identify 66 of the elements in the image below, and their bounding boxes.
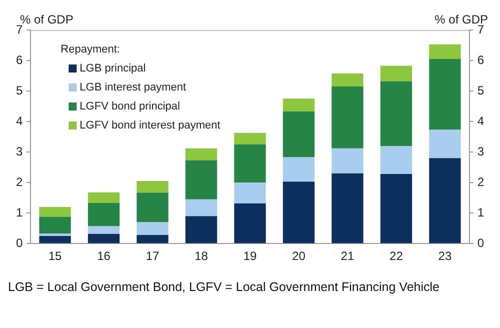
bar bbox=[39, 236, 71, 244]
bar bbox=[88, 203, 120, 226]
y2-tick-label: 1 bbox=[477, 205, 484, 220]
bar bbox=[282, 182, 315, 244]
bar bbox=[234, 182, 266, 204]
bar bbox=[88, 192, 120, 204]
bar bbox=[380, 146, 412, 174]
bar bbox=[185, 160, 218, 200]
bar bbox=[234, 144, 266, 183]
bar bbox=[136, 235, 168, 244]
bar bbox=[88, 234, 120, 244]
y-tick-label: 3 bbox=[16, 144, 23, 158]
bar bbox=[282, 111, 315, 158]
bar bbox=[88, 226, 120, 234]
bar bbox=[380, 81, 412, 146]
x-tick-label: 16 bbox=[97, 249, 111, 264]
bar bbox=[39, 206, 71, 217]
y2-tick-label: 5 bbox=[477, 83, 484, 98]
y2-tick-label: 2 bbox=[477, 174, 484, 189]
bar bbox=[282, 98, 315, 112]
x-tick-label: 20 bbox=[292, 249, 306, 264]
bar bbox=[429, 158, 461, 244]
x-tick-label: 22 bbox=[390, 249, 404, 264]
y-tick-label: 7 bbox=[16, 22, 23, 36]
y-tick-label: 2 bbox=[16, 174, 23, 189]
bar bbox=[332, 148, 364, 174]
bar bbox=[234, 203, 266, 244]
bar bbox=[429, 58, 461, 130]
bar bbox=[136, 192, 168, 222]
bar bbox=[332, 173, 364, 244]
x-tick-label: 23 bbox=[438, 249, 452, 264]
y-tick-label: 6 bbox=[16, 52, 23, 67]
bar bbox=[39, 216, 71, 234]
bar bbox=[380, 174, 412, 244]
bar bbox=[282, 157, 315, 182]
x-tick-label: 17 bbox=[146, 249, 160, 264]
x-tick-label: 21 bbox=[340, 249, 354, 264]
bar bbox=[234, 132, 266, 144]
legend-label: LGB principal bbox=[80, 62, 146, 75]
legend-label: LGFV bond interest payment bbox=[80, 120, 220, 132]
x-tick-label: 19 bbox=[243, 249, 257, 264]
bar bbox=[429, 44, 461, 59]
y-tick-label: 4 bbox=[16, 114, 23, 128]
bar bbox=[185, 199, 218, 216]
bar bbox=[136, 222, 168, 236]
y2-tick-label: 4 bbox=[477, 114, 484, 128]
bar bbox=[332, 86, 364, 148]
y-tick-label: 0 bbox=[16, 236, 23, 250]
legend-label: LGB interest payment bbox=[80, 82, 186, 94]
x-tick-label: 18 bbox=[194, 249, 208, 264]
text: LGB = Local Government Bond, LGFV = Local Government Financing Vehicle bbox=[8, 280, 440, 294]
bar bbox=[429, 130, 461, 158]
bar bbox=[185, 216, 218, 244]
y2-tick-label: 6 bbox=[477, 52, 484, 67]
y-axis-title: % of GDP bbox=[20, 12, 74, 26]
bar bbox=[380, 66, 412, 82]
y2-tick-label: 0 bbox=[477, 236, 484, 250]
legend-title: Repayment: bbox=[60, 44, 120, 56]
bar bbox=[332, 73, 364, 86]
bar bbox=[185, 148, 218, 160]
legend-label: LGFV bond principal bbox=[80, 100, 180, 113]
x-tick-label: 15 bbox=[48, 249, 62, 264]
y-tick-label: 1 bbox=[16, 205, 23, 220]
bar bbox=[136, 181, 168, 193]
y2-tick-label: 3 bbox=[477, 144, 484, 158]
y-tick-label: 5 bbox=[16, 83, 23, 98]
